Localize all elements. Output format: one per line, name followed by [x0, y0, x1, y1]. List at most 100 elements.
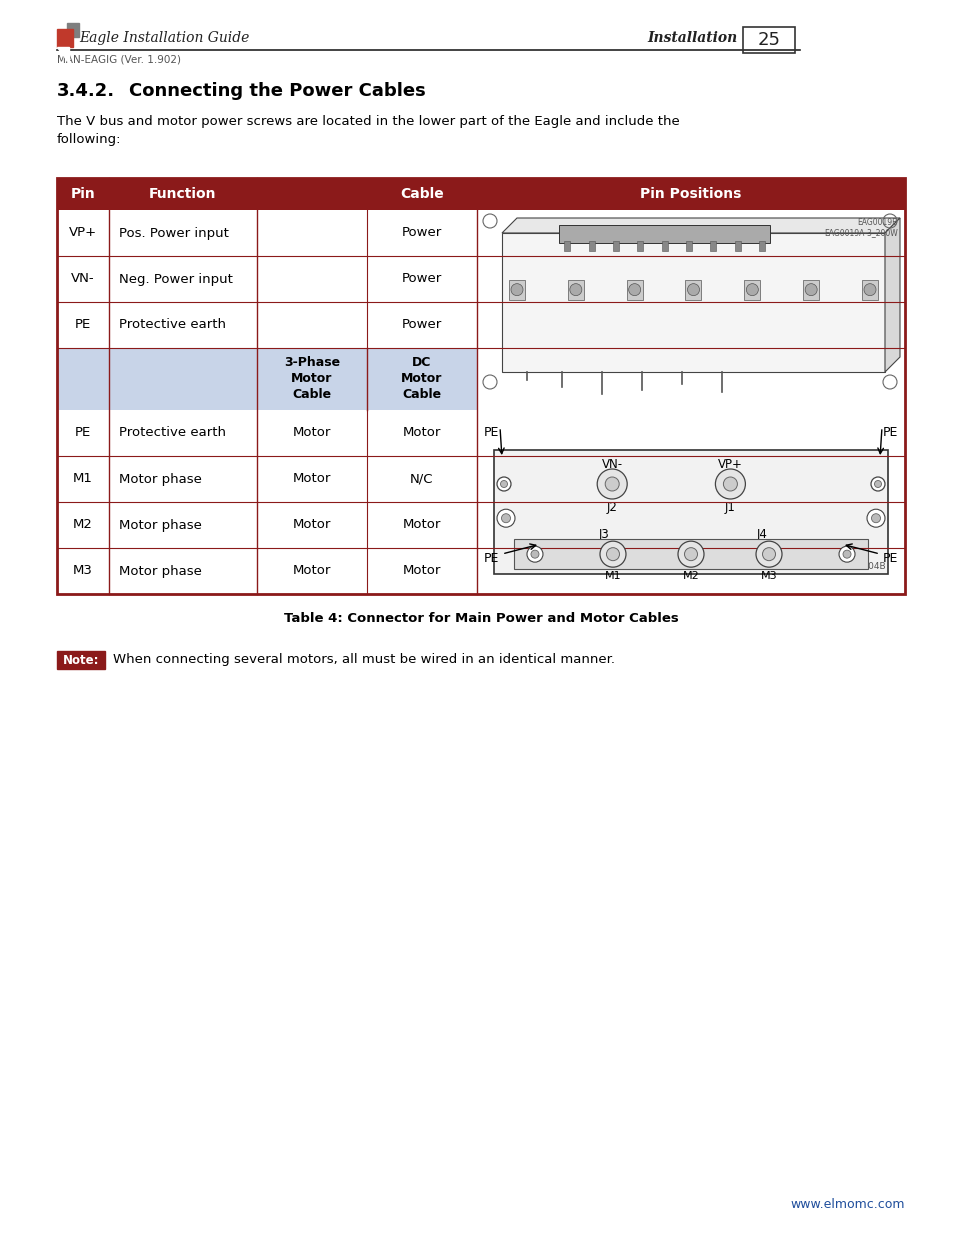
- Circle shape: [755, 541, 781, 567]
- Bar: [558, 225, 769, 243]
- Text: PE: PE: [483, 552, 498, 566]
- Bar: [67, 23, 79, 37]
- Polygon shape: [57, 47, 69, 63]
- Text: Pin Positions: Pin Positions: [639, 186, 740, 201]
- Bar: [57, 348, 476, 410]
- Text: Motor: Motor: [293, 426, 331, 440]
- Circle shape: [497, 477, 511, 492]
- Text: M2: M2: [682, 571, 699, 582]
- Polygon shape: [501, 219, 899, 233]
- Text: M2: M2: [73, 519, 92, 531]
- Text: EAG0019B
EAG0019A-3_200W: EAG0019B EAG0019A-3_200W: [823, 219, 897, 237]
- Text: VP+: VP+: [718, 457, 742, 471]
- Circle shape: [870, 477, 884, 492]
- Text: Motor: Motor: [293, 564, 331, 578]
- Circle shape: [599, 541, 625, 567]
- Bar: [685, 241, 691, 251]
- Circle shape: [761, 547, 775, 561]
- Text: Motor: Motor: [402, 519, 440, 531]
- Bar: [494, 450, 887, 574]
- Circle shape: [804, 284, 817, 295]
- Text: Protective earth: Protective earth: [119, 426, 226, 440]
- Circle shape: [715, 469, 744, 499]
- Circle shape: [511, 284, 522, 295]
- Text: Installation: Installation: [647, 31, 738, 44]
- Text: J3: J3: [598, 527, 609, 541]
- Circle shape: [604, 477, 618, 492]
- Bar: [57, 28, 73, 47]
- Text: J1: J1: [724, 501, 735, 515]
- Bar: [57, 178, 904, 594]
- Circle shape: [569, 284, 581, 295]
- Bar: [57, 178, 904, 210]
- Text: Connecting the Power Cables: Connecting the Power Cables: [129, 82, 425, 100]
- Text: Pin: Pin: [71, 186, 95, 201]
- Text: Pos. Power input: Pos. Power input: [119, 226, 229, 240]
- Circle shape: [500, 480, 507, 488]
- Text: Motor: Motor: [293, 473, 331, 485]
- Text: 3.4.2.: 3.4.2.: [57, 82, 115, 100]
- Text: DC
Motor
Cable: DC Motor Cable: [401, 357, 442, 401]
- Text: When connecting several motors, all must be wired in an identical manner.: When connecting several motors, all must…: [112, 653, 615, 667]
- Text: J4: J4: [756, 527, 766, 541]
- Circle shape: [597, 469, 626, 499]
- Bar: [743, 279, 760, 300]
- Text: J2: J2: [606, 501, 617, 515]
- Text: Power: Power: [401, 319, 441, 331]
- Circle shape: [842, 550, 850, 558]
- Circle shape: [531, 550, 538, 558]
- Text: EAG0004B: EAG0004B: [838, 562, 885, 571]
- Text: Motor phase: Motor phase: [119, 564, 202, 578]
- Circle shape: [874, 480, 881, 488]
- Circle shape: [722, 477, 737, 492]
- Bar: [734, 241, 740, 251]
- Text: Function: Function: [149, 186, 216, 201]
- Circle shape: [745, 284, 758, 295]
- Text: PE: PE: [483, 426, 498, 438]
- Text: Neg. Power input: Neg. Power input: [119, 273, 233, 285]
- Text: 25: 25: [757, 31, 780, 49]
- Bar: [501, 233, 884, 372]
- Bar: [685, 279, 700, 300]
- Text: Protective earth: Protective earth: [119, 319, 226, 331]
- Text: PE: PE: [882, 552, 897, 566]
- Text: The V bus and motor power screws are located in the lower part of the Eagle and : The V bus and motor power screws are loc…: [57, 115, 679, 128]
- Circle shape: [628, 284, 640, 295]
- Bar: [57, 651, 105, 669]
- Bar: [613, 241, 618, 251]
- Bar: [564, 241, 570, 251]
- Text: PE: PE: [74, 319, 91, 331]
- Circle shape: [497, 509, 515, 527]
- Text: Eagle Installation Guide: Eagle Installation Guide: [79, 31, 249, 44]
- Polygon shape: [884, 219, 899, 372]
- Text: Power: Power: [401, 273, 441, 285]
- Circle shape: [838, 546, 854, 562]
- Bar: [637, 241, 642, 251]
- Text: M1: M1: [73, 473, 92, 485]
- Circle shape: [866, 509, 884, 527]
- Bar: [588, 241, 594, 251]
- Bar: [567, 279, 583, 300]
- Circle shape: [526, 546, 542, 562]
- Text: www.elmomc.com: www.elmomc.com: [790, 1198, 904, 1212]
- Text: M3: M3: [73, 564, 92, 578]
- Text: VN-: VN-: [71, 273, 94, 285]
- Text: PE: PE: [882, 426, 897, 438]
- Text: Power: Power: [401, 226, 441, 240]
- Bar: [802, 279, 819, 300]
- Text: following:: following:: [57, 133, 121, 146]
- Text: Table 4: Connector for Main Power and Motor Cables: Table 4: Connector for Main Power and Mo…: [283, 613, 678, 625]
- Circle shape: [871, 514, 880, 522]
- Text: PE: PE: [74, 426, 91, 440]
- Text: VP+: VP+: [69, 226, 97, 240]
- Bar: [759, 241, 764, 251]
- Text: M1: M1: [604, 571, 620, 582]
- Bar: [862, 279, 877, 300]
- Circle shape: [863, 284, 875, 295]
- Circle shape: [678, 541, 703, 567]
- Circle shape: [684, 547, 697, 561]
- Circle shape: [606, 547, 618, 561]
- Bar: [661, 241, 667, 251]
- Text: MAN-EAGIG (Ver. 1.902): MAN-EAGIG (Ver. 1.902): [57, 54, 181, 64]
- Text: Motor phase: Motor phase: [119, 473, 202, 485]
